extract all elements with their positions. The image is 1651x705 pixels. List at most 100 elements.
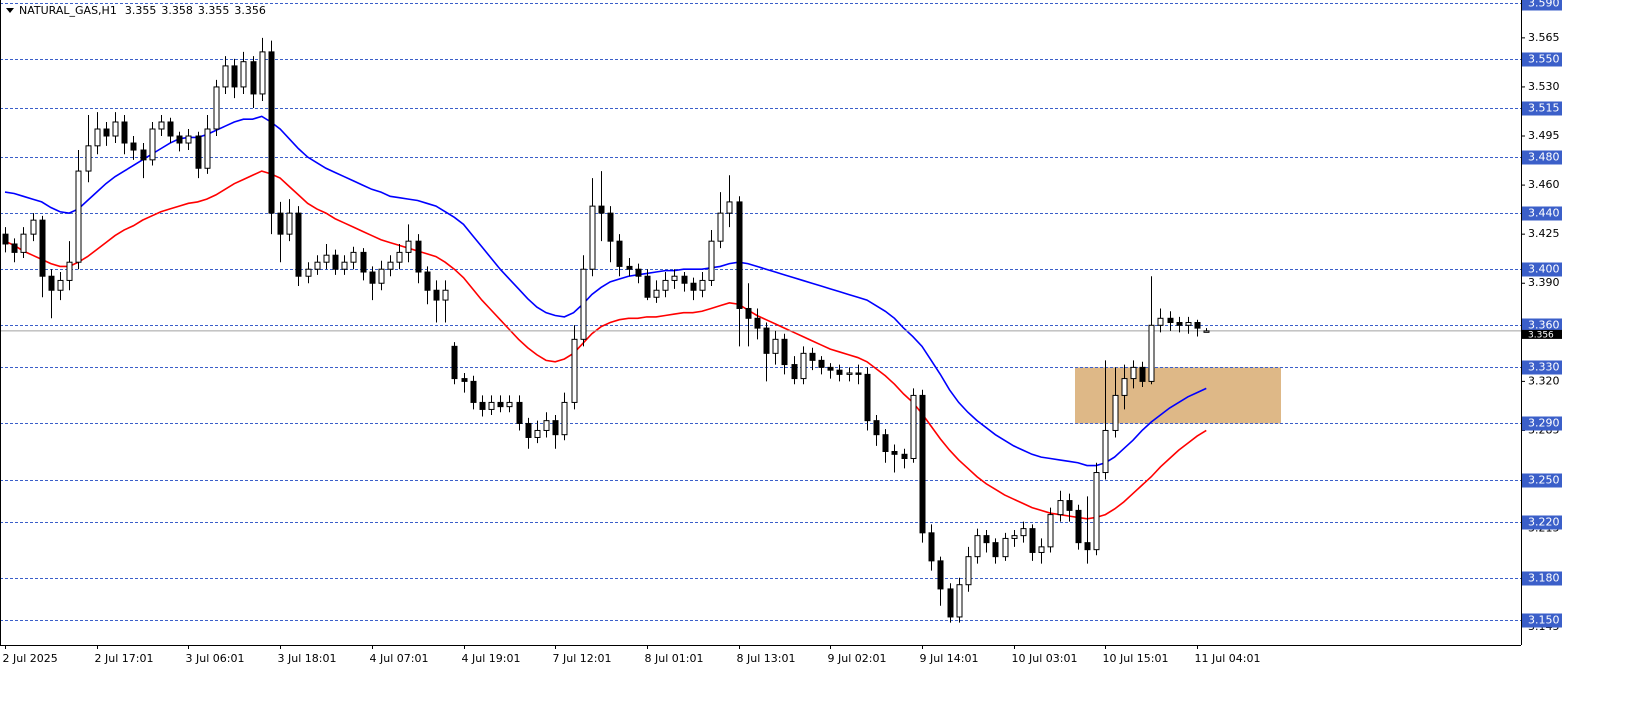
candle-body <box>415 240 422 273</box>
candle-body <box>350 251 357 263</box>
price-label: 3.356 <box>1528 330 1554 340</box>
candle-body <box>48 275 55 291</box>
candle-body <box>433 289 440 301</box>
low-value: 3.355 <box>198 4 230 17</box>
symbol: NATURAL_GAS,H1 <box>19 4 117 17</box>
y-tick-label: 3.425 <box>1528 227 1560 240</box>
candle-body <box>442 289 449 301</box>
candle-body <box>873 420 880 436</box>
level-label: 3.220 <box>1528 516 1560 529</box>
close-value: 3.356 <box>234 4 266 17</box>
y-tick-label: 3.320 <box>1528 374 1560 387</box>
candle-body <box>1157 317 1164 326</box>
candle-body <box>1130 366 1137 380</box>
level-label: 3.440 <box>1528 207 1560 220</box>
candle-body <box>204 128 211 169</box>
candle-body <box>800 352 807 380</box>
candle-body <box>919 394 926 534</box>
candle-body <box>635 268 642 277</box>
candle-body <box>1020 528 1027 537</box>
candle-body <box>57 279 64 291</box>
candle-body <box>1139 366 1146 382</box>
level-label: 3.150 <box>1528 614 1560 627</box>
level-label: 3.550 <box>1528 53 1560 66</box>
candle-body <box>140 149 147 161</box>
high-value: 3.358 <box>161 4 193 17</box>
level-label: 3.590 <box>1528 0 1560 10</box>
candle-body <box>75 170 82 263</box>
level-label-box <box>1522 52 1562 67</box>
candle-body <box>195 135 202 169</box>
candle-body <box>1167 317 1174 324</box>
candle-body <box>974 535 981 558</box>
candle-body <box>341 261 348 270</box>
candle-body <box>1102 429 1109 474</box>
candle-body <box>1112 394 1119 431</box>
candle-body <box>176 135 183 144</box>
candle-body <box>85 145 92 172</box>
level-label-box <box>1522 613 1562 628</box>
candle-body <box>717 212 724 242</box>
candle-body <box>250 61 257 95</box>
candle-body <box>185 135 192 144</box>
candle-body <box>772 338 779 354</box>
menu-arrow[interactable] <box>6 8 14 13</box>
candle-body <box>910 394 917 460</box>
candle-body <box>479 401 486 410</box>
candle-body <box>781 338 788 366</box>
level-label-box <box>1522 101 1562 116</box>
x-tick-label: 10 Jul 03:01 <box>1012 652 1078 665</box>
candle-body <box>947 588 954 618</box>
candle-body <box>589 205 596 270</box>
level-label-box <box>1522 206 1562 221</box>
candle-body <box>607 212 614 242</box>
candle-body <box>30 219 37 235</box>
candle-body <box>754 317 761 329</box>
x-tick-label: 7 Jul 12:01 <box>553 652 612 665</box>
candle-body <box>158 121 165 130</box>
candle-body <box>662 279 669 291</box>
candle-body <box>928 532 935 562</box>
x-tick-label: 11 Jul 04:01 <box>1195 652 1261 665</box>
candle-body <box>1121 378 1128 396</box>
candle-body <box>653 289 660 298</box>
candle-body <box>121 121 128 144</box>
candle-body <box>323 254 330 263</box>
candle-body <box>671 275 678 281</box>
candle-body <box>268 51 275 214</box>
candle-body <box>708 240 715 281</box>
level-label-box <box>1522 515 1562 530</box>
candle-body <box>332 254 339 270</box>
candle-body <box>369 271 376 284</box>
candle-body <box>791 364 798 380</box>
x-tick-label: 9 Jul 02:01 <box>828 652 887 665</box>
price-label-box <box>1522 329 1562 339</box>
level-label-box <box>1522 150 1562 165</box>
level-label-box <box>1522 360 1562 375</box>
candle-body <box>644 275 651 298</box>
candle-body <box>827 366 834 371</box>
candle-body <box>20 233 27 253</box>
x-tick-label: 4 Jul 19:01 <box>462 652 521 665</box>
candle-body <box>231 65 238 88</box>
candle-body <box>864 373 871 422</box>
candle-body <box>690 282 697 291</box>
level-label: 3.250 <box>1528 474 1560 487</box>
candle-body <box>451 345 458 380</box>
x-tick-label: 9 Jul 14:01 <box>920 652 979 665</box>
level-label: 3.480 <box>1528 151 1560 164</box>
y-tick-label: 3.530 <box>1528 80 1560 93</box>
candle-body <box>506 401 513 408</box>
candle-body <box>277 212 284 235</box>
candle-body <box>2 233 9 245</box>
candle-body <box>818 359 825 368</box>
candle-body <box>1066 500 1073 511</box>
x-tick-label: 3 Jul 18:01 <box>278 652 337 665</box>
chart-header: NATURAL_GAS,H1 3.355 3.358 3.355 3.356 <box>19 4 266 17</box>
candle-body <box>901 453 908 460</box>
candle-body <box>598 205 605 214</box>
candle-body <box>937 560 944 590</box>
candle-body <box>1185 322 1192 326</box>
candle-body <box>736 201 743 309</box>
candle-body <box>891 451 898 455</box>
